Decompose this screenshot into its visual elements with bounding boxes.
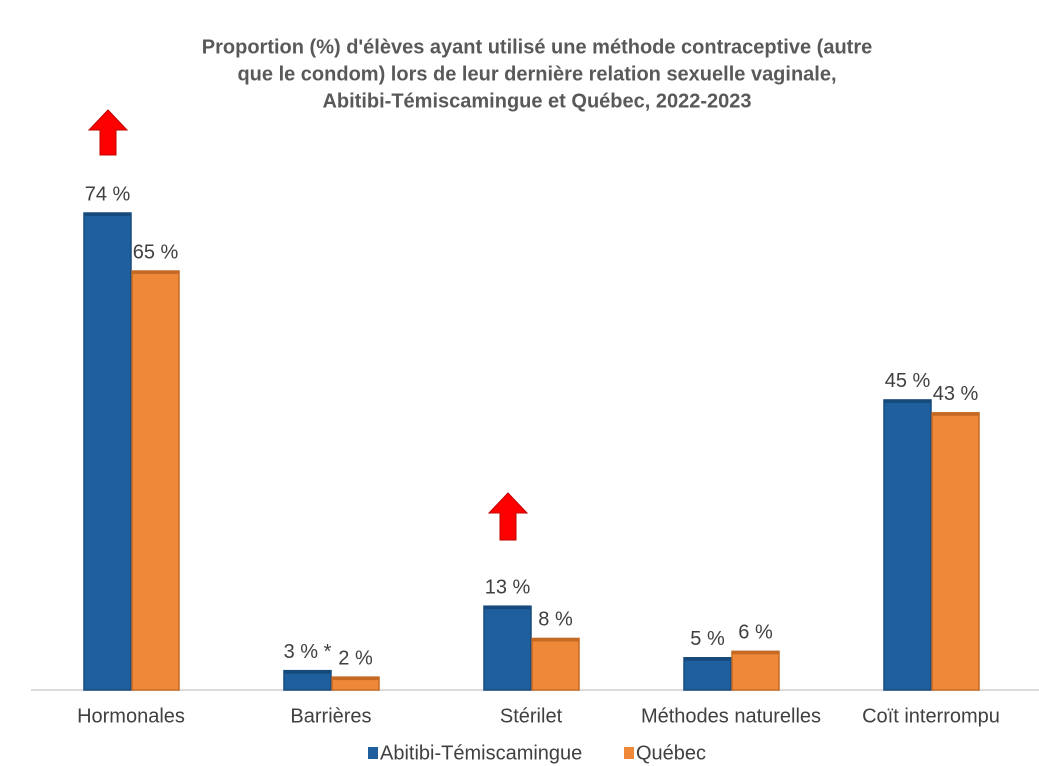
bar — [931, 412, 980, 691]
value-label: 5 % — [690, 628, 725, 650]
bar-top — [284, 670, 331, 674]
bar-top — [132, 271, 179, 275]
legend-label: Abitibi-Témiscamingue — [380, 742, 582, 764]
value-label: 74 % — [85, 183, 131, 205]
bar-top — [884, 399, 931, 403]
legend-swatch — [368, 747, 378, 759]
bar-top — [732, 651, 779, 655]
chart-title: que le condom) lors de leur dernière rel… — [237, 63, 836, 85]
chart-title: Proportion (%) d'élèves ayant utilisé un… — [202, 36, 872, 58]
value-label: 65 % — [133, 241, 179, 263]
value-label: 13 % — [485, 576, 531, 598]
value-label: 6 % — [738, 622, 773, 644]
bar-top — [484, 606, 531, 610]
bar — [883, 399, 932, 691]
value-label: 45 % — [885, 370, 931, 392]
bar — [683, 657, 732, 691]
legend-swatch — [624, 747, 634, 759]
value-label: 2 % — [338, 647, 373, 669]
bar — [731, 650, 780, 691]
bar — [483, 605, 532, 691]
value-label: 8 % — [538, 609, 573, 631]
bar — [131, 270, 180, 691]
bar-top — [684, 657, 731, 661]
x-tick-label: Barrières — [290, 705, 371, 727]
x-tick-label: Méthodes naturelles — [641, 705, 821, 727]
x-tick-label: Coït interrompu — [862, 705, 1000, 727]
bar — [531, 637, 580, 691]
value-label: 43 % — [933, 383, 979, 405]
chart-title: Abitibi-Témiscamingue et Québec, 2022-20… — [322, 90, 751, 112]
bar-top — [84, 213, 131, 216]
bar — [83, 212, 132, 691]
arrow-up — [87, 109, 129, 156]
bar-top — [532, 638, 579, 642]
value-label: 3 % * — [284, 641, 332, 663]
bar-top — [332, 677, 379, 681]
bar-top — [932, 412, 979, 416]
legend-label: Québec — [636, 742, 706, 764]
x-tick-label: Stérilet — [500, 705, 563, 727]
x-tick-label: Hormonales — [77, 705, 185, 727]
arrow-up — [487, 492, 529, 541]
